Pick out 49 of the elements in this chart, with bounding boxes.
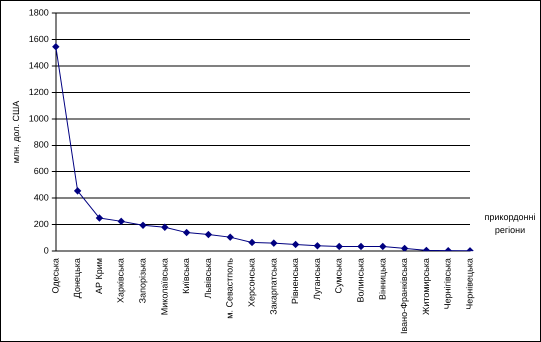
x-tick-label: м. Севастполь bbox=[224, 258, 235, 319]
point bbox=[401, 244, 408, 252]
y-tick-label: 1200 bbox=[28, 86, 49, 97]
y-tick-label: 800 bbox=[34, 140, 49, 150]
x-tick-label: Івано-Франківська bbox=[399, 258, 410, 334]
x-tick-label: Чернівецька bbox=[464, 258, 474, 310]
y-axis-title: млн. дол. США bbox=[10, 100, 21, 164]
y-tick-label: 0 bbox=[44, 246, 49, 256]
x-tick-label: Донецька bbox=[72, 258, 82, 298]
point bbox=[161, 224, 168, 231]
x-tick-label: Житомирська bbox=[420, 258, 431, 315]
x-tick-label: Рівненська bbox=[290, 258, 300, 304]
y-tick-label: 400 bbox=[34, 192, 49, 203]
point bbox=[314, 242, 321, 250]
x-tick-label: Луганська bbox=[312, 258, 322, 300]
y-tick-label: 1400 bbox=[28, 60, 49, 70]
point bbox=[226, 234, 234, 241]
point bbox=[292, 240, 300, 248]
x-tick-label: Чернігівська bbox=[442, 258, 453, 310]
y-tick-label: 1000 bbox=[28, 113, 49, 124]
x-tick-label: Львівська bbox=[202, 258, 213, 298]
x-tick-label: Волинська bbox=[355, 258, 366, 302]
point bbox=[118, 218, 125, 225]
x-tick-label: АР Крим bbox=[94, 258, 104, 294]
x-tick-label: Київська bbox=[181, 258, 192, 294]
point bbox=[270, 240, 278, 247]
x-tick-label: Херсонська bbox=[246, 258, 256, 307]
point bbox=[379, 242, 386, 250]
y-tick-label: 1600 bbox=[28, 34, 49, 44]
x-tick-label: Харківська bbox=[116, 258, 126, 304]
point bbox=[248, 238, 256, 246]
x-tick-label: Одеська bbox=[50, 258, 60, 294]
y-tick-label: 600 bbox=[34, 166, 49, 176]
y-tick-label: 200 bbox=[34, 219, 49, 230]
x-tick-label: Миколаївська bbox=[159, 258, 170, 316]
x-tick-label: Вінницька bbox=[377, 258, 388, 300]
x-tick-label: Закарпатська bbox=[268, 258, 278, 315]
point bbox=[358, 242, 365, 250]
x-tick-label: Запорізька bbox=[138, 258, 148, 304]
point bbox=[204, 231, 212, 238]
point bbox=[96, 214, 103, 222]
point bbox=[52, 43, 60, 50]
point bbox=[183, 229, 190, 236]
x-axis-title: прикордонні регіони bbox=[484, 211, 536, 237]
point bbox=[74, 187, 82, 194]
point bbox=[336, 242, 343, 250]
y-tick-label: 1800 bbox=[28, 7, 49, 18]
x-tick-label: Сумська bbox=[334, 258, 344, 294]
point bbox=[140, 222, 147, 229]
